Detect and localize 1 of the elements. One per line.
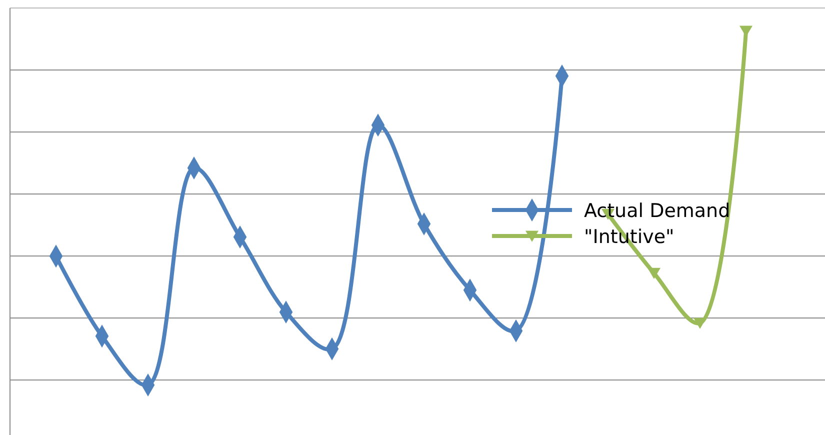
point (648, 268, 660, 279)
